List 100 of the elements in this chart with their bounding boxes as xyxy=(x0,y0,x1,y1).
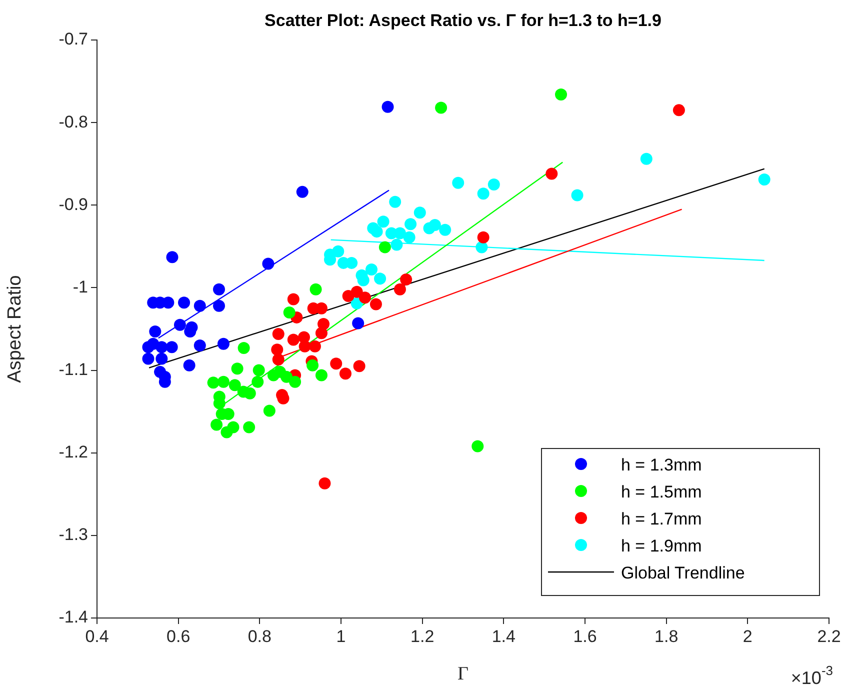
point xyxy=(166,251,178,264)
y-axis-title: Aspect Ratio xyxy=(4,275,26,383)
point xyxy=(142,352,154,365)
point xyxy=(296,186,308,198)
x-tick-label: 0.4 xyxy=(85,626,109,646)
point xyxy=(758,174,770,186)
point xyxy=(672,104,685,116)
point xyxy=(252,376,264,388)
y-tick-label: -0.8 xyxy=(58,112,88,132)
x-tick-label: 1.4 xyxy=(492,626,516,646)
point xyxy=(488,178,500,190)
point xyxy=(477,231,490,244)
x-tick-label: 0.6 xyxy=(166,626,190,646)
point xyxy=(243,421,256,434)
point xyxy=(353,360,366,372)
point xyxy=(238,342,250,354)
x-axis-title: Γ xyxy=(458,664,469,685)
point xyxy=(213,283,225,296)
point xyxy=(213,300,225,312)
point xyxy=(435,102,448,114)
point xyxy=(318,477,331,490)
point xyxy=(207,376,220,389)
legend-label: h = 1.7mm xyxy=(621,510,702,529)
point xyxy=(555,88,568,100)
point xyxy=(149,325,162,338)
point xyxy=(352,317,364,330)
y-tick-label: -1.4 xyxy=(58,608,88,627)
point xyxy=(414,206,426,219)
point xyxy=(452,176,464,189)
point xyxy=(546,168,558,180)
point xyxy=(272,354,284,366)
point xyxy=(263,404,276,417)
point xyxy=(194,300,206,312)
point xyxy=(166,341,178,354)
point xyxy=(374,272,386,285)
point xyxy=(178,296,190,309)
point xyxy=(403,231,416,244)
point xyxy=(472,440,484,452)
y-tick-label: -1 xyxy=(72,277,88,296)
point xyxy=(306,359,319,372)
x-tick-label: 2 xyxy=(742,626,752,646)
y-tick-label: -1.2 xyxy=(58,442,88,462)
point xyxy=(262,258,274,270)
point xyxy=(377,216,390,228)
point xyxy=(350,297,363,310)
point xyxy=(389,196,402,208)
point xyxy=(217,376,230,388)
point xyxy=(217,338,230,350)
legend-label: h = 1.5mm xyxy=(621,482,702,502)
point xyxy=(227,421,240,434)
y-tick-label: -0.7 xyxy=(58,30,88,49)
point xyxy=(289,376,302,388)
point xyxy=(476,241,488,254)
point xyxy=(330,358,342,370)
point xyxy=(378,241,391,254)
point xyxy=(287,293,300,306)
point xyxy=(382,100,394,113)
point xyxy=(394,283,406,296)
legend-label: Global Trendline xyxy=(621,564,745,583)
point xyxy=(156,352,168,365)
point xyxy=(310,283,322,296)
point xyxy=(477,188,490,200)
point xyxy=(271,344,284,356)
point xyxy=(358,292,371,304)
point xyxy=(252,364,265,376)
point xyxy=(298,340,311,352)
x-tick-label: 1.2 xyxy=(410,626,434,646)
point xyxy=(156,341,168,354)
point xyxy=(400,273,412,286)
point xyxy=(640,152,652,165)
x-tick-label: 1.6 xyxy=(573,626,597,646)
point xyxy=(350,286,363,298)
point xyxy=(428,218,441,231)
point xyxy=(439,224,452,236)
point xyxy=(283,306,296,318)
x-tick-label: 2.2 xyxy=(817,626,841,646)
y-tick-label: -1.3 xyxy=(58,525,88,544)
point xyxy=(315,327,328,340)
point xyxy=(194,340,206,352)
point xyxy=(404,218,417,230)
y-tick-label: -1.1 xyxy=(58,360,88,379)
point xyxy=(390,238,403,251)
x-tick-label: 1 xyxy=(336,626,346,646)
point xyxy=(315,369,328,382)
point xyxy=(366,264,378,276)
x-tick-label: 1.8 xyxy=(654,626,678,646)
point xyxy=(183,359,196,372)
x-tick-label: 0.8 xyxy=(248,626,272,646)
point xyxy=(210,418,223,431)
point xyxy=(308,340,321,352)
y-tick-label: -0.9 xyxy=(58,194,88,214)
point xyxy=(280,370,293,383)
point xyxy=(174,318,186,331)
legend-label: h = 1.3mm xyxy=(621,456,702,475)
point xyxy=(370,298,382,310)
point xyxy=(272,328,284,340)
point xyxy=(228,379,241,392)
legend-label: h = 1.9mm xyxy=(621,536,702,556)
point xyxy=(332,245,344,258)
point xyxy=(231,362,244,375)
